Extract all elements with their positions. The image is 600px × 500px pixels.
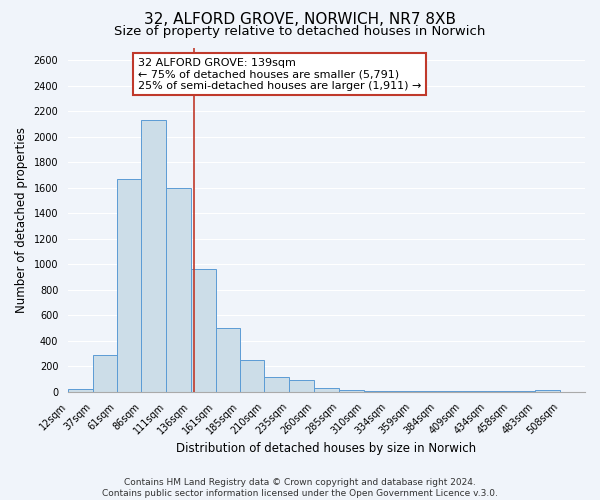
Text: Size of property relative to detached houses in Norwich: Size of property relative to detached ho… xyxy=(115,25,485,38)
Bar xyxy=(364,390,388,392)
Bar xyxy=(265,376,289,392)
Bar xyxy=(412,391,437,392)
Bar xyxy=(314,388,339,392)
Bar xyxy=(191,270,216,392)
Text: 32, ALFORD GROVE, NORWICH, NR7 8XB: 32, ALFORD GROVE, NORWICH, NR7 8XB xyxy=(144,12,456,28)
Bar xyxy=(216,328,239,392)
Bar xyxy=(388,391,412,392)
Bar xyxy=(93,355,116,392)
Bar xyxy=(166,188,191,392)
Bar xyxy=(535,390,560,392)
X-axis label: Distribution of detached houses by size in Norwich: Distribution of detached houses by size … xyxy=(176,442,476,455)
Bar xyxy=(68,390,93,392)
Bar xyxy=(289,380,314,392)
Text: Contains HM Land Registry data © Crown copyright and database right 2024.
Contai: Contains HM Land Registry data © Crown c… xyxy=(102,478,498,498)
Bar xyxy=(142,120,166,392)
Bar xyxy=(116,179,142,392)
Bar xyxy=(437,391,462,392)
Bar xyxy=(462,391,487,392)
Text: 32 ALFORD GROVE: 139sqm
← 75% of detached houses are smaller (5,791)
25% of semi: 32 ALFORD GROVE: 139sqm ← 75% of detache… xyxy=(138,58,421,91)
Bar xyxy=(511,391,535,392)
Y-axis label: Number of detached properties: Number of detached properties xyxy=(15,126,28,312)
Bar xyxy=(339,390,364,392)
Bar xyxy=(487,391,511,392)
Bar xyxy=(239,360,265,392)
